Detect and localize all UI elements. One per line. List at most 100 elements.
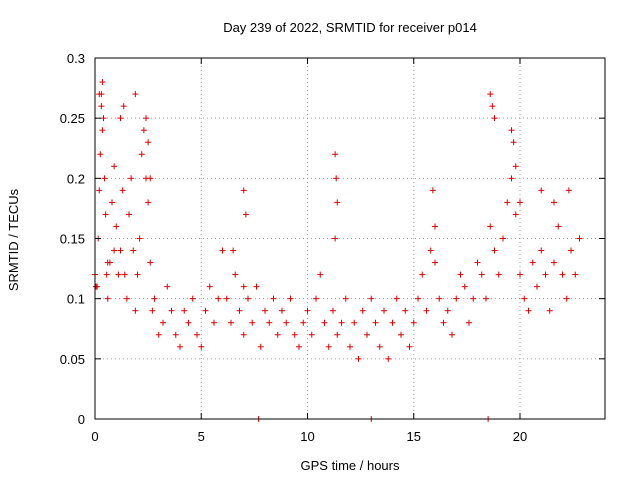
data-point <box>266 319 273 326</box>
y-tick-label: 0.3 <box>67 51 85 66</box>
data-point <box>145 139 152 146</box>
data-point <box>136 235 143 242</box>
data-point <box>143 115 149 122</box>
y-tick-label: 0.1 <box>67 292 85 307</box>
data-point <box>121 271 128 278</box>
data-point <box>103 271 110 278</box>
data-point <box>457 271 464 278</box>
data-point <box>495 271 502 278</box>
data-point <box>242 211 249 218</box>
data-point <box>245 295 251 302</box>
data-point <box>249 319 256 326</box>
data-point <box>500 235 506 242</box>
data-point <box>359 307 366 314</box>
data-point <box>147 259 154 266</box>
data-point <box>215 295 222 302</box>
data-point <box>198 343 205 350</box>
data-point <box>406 343 413 350</box>
data-point <box>334 199 341 206</box>
data-point <box>330 307 336 314</box>
data-point <box>189 295 196 302</box>
x-tick-label: 15 <box>407 429 421 444</box>
data-point <box>487 223 494 230</box>
data-point <box>423 307 430 314</box>
data-point <box>168 307 175 314</box>
data-point <box>117 115 124 122</box>
data-point <box>491 115 498 122</box>
data-point <box>368 295 375 302</box>
x-tick-label: 20 <box>513 429 527 444</box>
data-point <box>529 259 536 266</box>
data-point <box>181 307 188 314</box>
data-point <box>164 283 171 290</box>
data-point <box>389 319 396 326</box>
data-point <box>219 247 226 254</box>
data-point <box>576 235 583 242</box>
y-tick-label: 0 <box>78 412 85 427</box>
plot-frame <box>94 57 606 420</box>
data-point <box>291 331 298 338</box>
data-point <box>211 319 217 326</box>
data-point <box>223 295 230 302</box>
data-point <box>119 187 126 194</box>
y-tick-label: 0.25 <box>60 111 85 126</box>
data-point <box>117 247 124 254</box>
data-point <box>572 271 579 278</box>
data-point <box>517 271 523 278</box>
data-point <box>551 199 557 206</box>
data-point <box>100 115 107 122</box>
data-point <box>429 187 436 194</box>
data-point <box>483 295 489 302</box>
data-point <box>270 295 277 302</box>
data-point <box>240 187 247 194</box>
data-point <box>111 163 118 170</box>
data-point <box>355 355 362 362</box>
data-point <box>257 343 264 350</box>
data-point <box>325 343 332 350</box>
data-point <box>436 295 443 302</box>
data-point <box>147 175 154 182</box>
data-point <box>145 199 152 206</box>
data-point <box>206 283 213 290</box>
data-point <box>97 151 104 158</box>
data-point <box>432 223 438 230</box>
data-point <box>364 331 370 338</box>
data-point <box>347 343 353 350</box>
x-axis-label: GPS time / hours <box>301 458 400 473</box>
data-point <box>393 295 400 302</box>
data-point <box>551 259 557 266</box>
data-point <box>109 199 115 206</box>
data-point <box>155 331 162 338</box>
data-point <box>334 331 341 338</box>
data-point <box>253 283 260 290</box>
data-point <box>491 247 498 254</box>
data-point <box>300 319 307 326</box>
data-point <box>470 295 477 302</box>
data-point <box>504 199 511 206</box>
data-point <box>228 319 234 326</box>
data-point <box>381 307 387 314</box>
data-point <box>385 355 392 362</box>
data-point <box>96 91 103 98</box>
data-point <box>402 307 409 314</box>
data-point <box>568 247 574 254</box>
data-point <box>185 319 192 326</box>
data-point <box>538 187 545 194</box>
data-point <box>338 319 345 326</box>
data-point <box>534 283 540 290</box>
data-point <box>474 259 481 266</box>
y-tick-label: 0.2 <box>67 171 85 186</box>
data-point <box>432 259 438 266</box>
data-point <box>342 295 349 302</box>
data-point <box>512 211 519 218</box>
data-point <box>132 307 139 314</box>
data-point <box>134 271 141 278</box>
data-point <box>444 307 451 314</box>
data-point <box>376 343 383 350</box>
data-point <box>283 319 290 326</box>
data-point <box>202 307 209 314</box>
data-point <box>508 127 515 134</box>
data-point <box>194 331 200 338</box>
data-point <box>317 271 324 278</box>
